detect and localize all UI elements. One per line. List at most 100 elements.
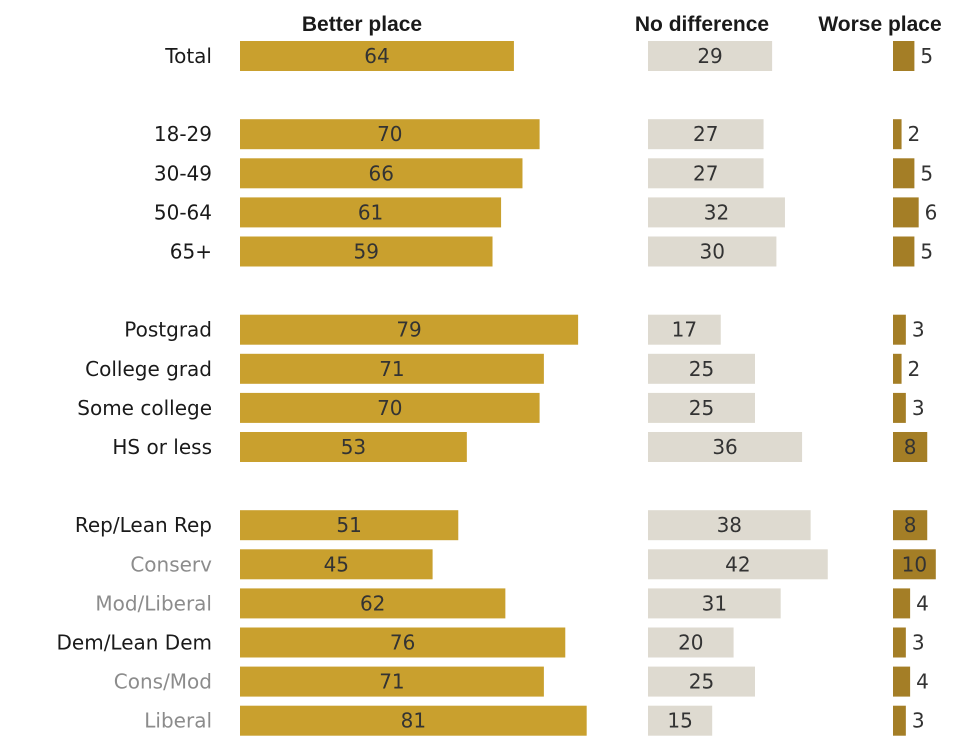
bar-no-difference xyxy=(648,353,755,384)
column-headers: Better place No difference Worse place xyxy=(302,13,942,36)
row-18-29: 18-29 70 27 2 xyxy=(154,119,921,150)
row-label: Rep/Lean Rep xyxy=(75,513,212,537)
row-label: 18-29 xyxy=(154,122,212,146)
bar-better-place xyxy=(240,666,544,697)
value-label-better-place: 53 xyxy=(341,435,366,459)
row-label: College grad xyxy=(85,357,212,381)
row-some-college: Some college 70 25 3 xyxy=(77,392,925,423)
bar-no-difference xyxy=(648,627,734,658)
bar-worse-place xyxy=(893,353,902,384)
value-label-better-place: 70 xyxy=(377,396,402,420)
bar-no-difference xyxy=(648,705,713,736)
value-label-no-difference: 25 xyxy=(689,670,714,694)
bar-worse-place xyxy=(893,666,911,697)
value-label-no-difference: 25 xyxy=(689,357,714,381)
row-50-64: 50-64 61 32 6 xyxy=(154,197,938,228)
value-label-better-place: 66 xyxy=(369,161,394,185)
row-liberal: Liberal 81 15 3 xyxy=(144,705,925,736)
row-label: Postgrad xyxy=(124,318,212,342)
row-label: Mod/Liberal xyxy=(95,591,212,615)
bar-no-difference xyxy=(648,392,755,423)
row-label: Liberal xyxy=(144,709,212,733)
bar-no-difference xyxy=(648,158,764,189)
value-label-worse-place: 5 xyxy=(920,240,933,264)
bar-worse-place xyxy=(893,236,915,267)
bar-worse-place xyxy=(893,705,906,736)
bar-better-place xyxy=(240,627,566,658)
row-label: Some college xyxy=(77,396,212,420)
bar-better-place xyxy=(240,236,493,267)
row-label: Conserv xyxy=(130,552,212,576)
bar-no-difference xyxy=(648,236,777,267)
value-label-better-place: 51 xyxy=(336,513,361,537)
row-label: HS or less xyxy=(112,435,212,459)
bar-no-difference xyxy=(648,119,764,150)
value-label-better-place: 62 xyxy=(360,591,385,615)
bar-no-difference xyxy=(648,432,803,462)
bar-better-place xyxy=(240,158,523,189)
value-label-better-place: 71 xyxy=(379,357,404,381)
bar-worse-place xyxy=(893,588,911,619)
value-label-no-difference: 31 xyxy=(702,591,727,615)
value-label-worse-place: 4 xyxy=(916,670,929,694)
value-label-better-place: 59 xyxy=(354,240,379,264)
value-label-better-place: 79 xyxy=(396,318,421,342)
bar-better-place xyxy=(240,432,467,462)
header-worse-place: Worse place xyxy=(818,13,941,36)
row-30-49: 30-49 66 27 5 xyxy=(154,158,933,189)
value-label-worse-place: 8 xyxy=(904,435,917,459)
value-label-worse-place: 4 xyxy=(916,591,929,615)
bar-worse-place xyxy=(893,314,906,345)
value-label-worse-place: 3 xyxy=(912,318,925,342)
value-label-better-place: 76 xyxy=(390,631,415,655)
row-total: Total 64 29 5 xyxy=(164,41,933,71)
value-label-better-place: 81 xyxy=(401,709,426,733)
bar-better-place xyxy=(240,353,544,384)
bar-better-place xyxy=(240,392,540,423)
bar-no-difference xyxy=(648,510,811,541)
bar-worse-place xyxy=(893,549,936,580)
bar-better-place xyxy=(240,705,587,736)
value-label-worse-place: 5 xyxy=(920,161,933,185)
value-label-worse-place: 3 xyxy=(912,631,925,655)
row-hs-or-less: HS or less 53 36 8 xyxy=(112,432,928,462)
bar-better-place xyxy=(240,588,506,619)
bar-no-difference xyxy=(648,588,781,619)
header-better-place: Better place xyxy=(302,13,422,36)
bar-worse-place xyxy=(893,392,906,423)
bar-no-difference xyxy=(648,197,785,228)
row-label: 50-64 xyxy=(154,200,212,224)
row-cons-mod: Cons/Mod 71 25 4 xyxy=(114,666,929,697)
value-label-worse-place: 6 xyxy=(925,200,938,224)
row-dem-lean-dem: Dem/Lean Dem 76 20 3 xyxy=(57,627,925,658)
bar-no-difference xyxy=(648,41,773,71)
row-65: 65+ 59 30 5 xyxy=(170,236,933,267)
bar-no-difference xyxy=(648,666,755,697)
value-label-no-difference: 36 xyxy=(712,435,737,459)
bar-better-place xyxy=(240,197,502,228)
value-label-no-difference: 32 xyxy=(704,200,729,224)
bar-better-place xyxy=(240,119,540,150)
bar-no-difference xyxy=(648,549,828,580)
chart-rows: Total 64 29 518-29 70 27 230-49 66 27 550-64 61 32 6… xyxy=(57,41,938,736)
row-label: Dem/Lean Dem xyxy=(57,631,213,655)
bar-worse-place xyxy=(893,119,902,150)
bar-worse-place xyxy=(893,510,928,541)
value-label-better-place: 70 xyxy=(377,122,402,146)
row-postgrad: Postgrad 79 17 3 xyxy=(124,314,925,345)
value-label-no-difference: 30 xyxy=(699,240,724,264)
row-label: Cons/Mod xyxy=(114,670,212,694)
bar-better-place xyxy=(240,510,459,541)
bar-worse-place xyxy=(893,41,915,71)
bar-no-difference xyxy=(648,314,721,345)
header-no-difference: No difference xyxy=(635,13,769,36)
value-label-better-place: 61 xyxy=(358,200,383,224)
value-label-worse-place: 5 xyxy=(920,44,933,68)
value-label-no-difference: 42 xyxy=(725,552,750,576)
value-label-worse-place: 2 xyxy=(908,122,921,146)
value-label-no-difference: 38 xyxy=(717,513,742,537)
value-label-no-difference: 29 xyxy=(697,44,722,68)
value-label-better-place: 45 xyxy=(324,552,349,576)
value-label-worse-place: 3 xyxy=(912,709,925,733)
